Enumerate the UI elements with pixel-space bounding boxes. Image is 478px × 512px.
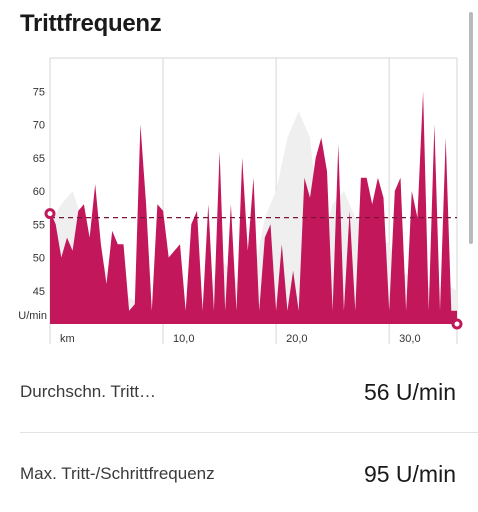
max-cadence-label: Max. Tritt-/Schrittfrequenz <box>20 464 215 483</box>
x-tick-label: 10,0 <box>173 333 194 345</box>
y-tick-label: 50 <box>33 253 45 265</box>
y-axis-unit-label: U/min <box>18 310 47 322</box>
y-tick-label: 65 <box>33 153 45 165</box>
y-tick-label: 70 <box>33 120 45 132</box>
y-tick-label: 55 <box>33 219 45 231</box>
x-tick-label: 30,0 <box>399 333 420 345</box>
page-title: Trittfrequenz <box>20 10 162 37</box>
cadence-chart[interactable]: 75 70 65 60 55 50 45 U/min km 10,0 20,0 30,0 <box>0 52 478 352</box>
comparison-series-area <box>50 111 457 324</box>
start-marker <box>44 208 56 220</box>
max-cadence-value: 95 U/min <box>363 460 456 487</box>
scrollbar[interactable] <box>469 12 473 244</box>
stat-row-average: Durchschn. Tritt… 56 U/min <box>20 362 456 422</box>
divider <box>20 432 478 433</box>
end-marker <box>451 318 463 330</box>
x-tick-label: 20,0 <box>286 333 307 345</box>
average-cadence-label: Durchschn. Tritt… <box>20 382 157 401</box>
y-tick-label: 60 <box>33 186 45 198</box>
y-tick-label: 45 <box>33 286 45 298</box>
average-cadence-value: 56 U/min <box>363 378 456 405</box>
x-tick-label: km <box>60 333 75 345</box>
stat-row-max: Max. Tritt-/Schrittfrequenz 95 U/min <box>20 444 456 504</box>
y-tick-label: 75 <box>33 86 45 98</box>
cadence-series-area <box>50 91 457 324</box>
